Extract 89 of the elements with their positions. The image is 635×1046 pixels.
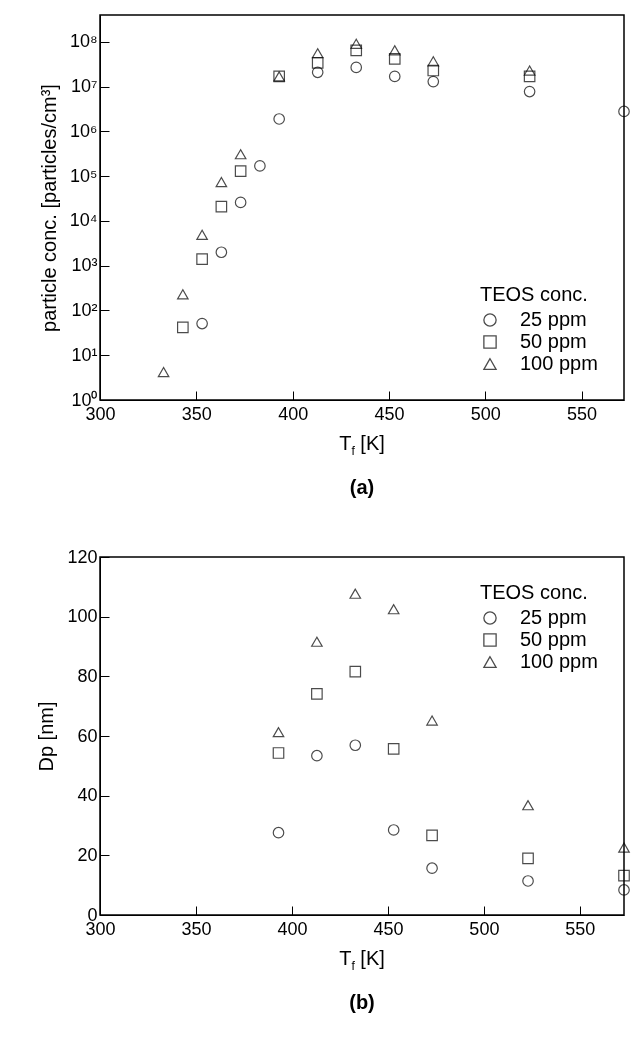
point	[311, 688, 323, 700]
y-tick-label: 10⁵	[70, 165, 98, 186]
point	[427, 75, 440, 88]
point	[215, 176, 228, 188]
y-axis-title: Dp [nm]	[35, 701, 58, 772]
y-tick-label: 40	[77, 785, 98, 806]
x-tick-label: 350	[181, 918, 212, 939]
point	[618, 869, 630, 882]
point	[426, 862, 438, 874]
point	[522, 875, 534, 887]
y-tick-label: 100	[67, 606, 98, 627]
point	[618, 884, 630, 896]
y-tick-label: 10¹	[71, 344, 98, 365]
point	[522, 852, 534, 865]
point	[215, 246, 228, 259]
point	[350, 61, 363, 74]
y-tick-label: 20	[77, 844, 98, 865]
point	[196, 317, 208, 330]
point	[523, 85, 536, 98]
point	[388, 70, 401, 83]
point	[350, 38, 363, 49]
y-tick-label: 10²	[71, 299, 98, 320]
point	[387, 742, 400, 755]
point	[426, 829, 438, 842]
x-tick-label: 500	[470, 403, 501, 424]
point	[350, 44, 363, 57]
point	[523, 70, 536, 83]
point	[522, 800, 534, 811]
y-tick-label: 10⁴	[69, 210, 98, 231]
point	[272, 726, 285, 738]
x-tick-label: 400	[278, 403, 309, 424]
point	[311, 636, 323, 647]
y-tick-label: 10⁷	[70, 76, 98, 97]
point	[427, 64, 440, 77]
point	[254, 160, 266, 172]
x-tick-label: 350	[181, 403, 212, 424]
point	[349, 665, 362, 678]
point	[234, 149, 247, 160]
point	[234, 165, 247, 177]
x-axis-title: T$_{f}$ [K]	[338, 432, 386, 458]
y-tick-label: 10⁸	[69, 31, 98, 52]
x-tick-label: 500	[469, 918, 500, 939]
point	[311, 57, 324, 69]
text: (b)	[348, 991, 376, 1014]
legend-label: 100 ppm	[520, 650, 598, 672]
point	[176, 289, 189, 300]
x-tick-label: 550	[567, 403, 598, 424]
y-tick-label: 10³	[71, 255, 98, 276]
point	[426, 715, 438, 726]
point	[388, 52, 401, 65]
point	[234, 196, 247, 209]
point	[176, 321, 189, 334]
point	[311, 66, 324, 79]
y-tick-label: 80	[77, 665, 98, 686]
legend-label: 50 ppm	[520, 628, 587, 650]
point	[215, 200, 228, 213]
legend-title: TEOS conc.	[480, 283, 588, 305]
point	[349, 588, 362, 599]
legend-label: 50 ppm	[520, 330, 587, 352]
y-axis-title: particle conc. [particles/cm³]	[37, 84, 60, 332]
point	[388, 45, 401, 56]
point	[427, 56, 440, 67]
x-axis-title: T$_{f}$ [K]	[338, 947, 386, 973]
y-tick-label: 10⁶	[70, 120, 98, 141]
point	[273, 113, 286, 125]
point	[311, 749, 323, 762]
legend-label: 25 ppm	[520, 308, 587, 330]
point	[523, 65, 536, 76]
point	[311, 48, 324, 59]
point	[618, 842, 630, 853]
text: (a)	[348, 476, 376, 499]
x-tick-label: 450	[374, 403, 405, 424]
x-tick-label: 400	[277, 918, 308, 939]
point	[349, 739, 362, 752]
x-tick-label: 550	[565, 918, 596, 939]
x-tick-label: 450	[373, 918, 404, 939]
legend-label: 100 ppm	[520, 352, 598, 374]
point	[618, 105, 630, 118]
point	[196, 253, 208, 266]
y-tick-label: 120	[67, 546, 98, 567]
point	[157, 366, 170, 378]
legend-label: 25 ppm	[520, 606, 587, 628]
point	[272, 747, 285, 759]
point	[387, 824, 400, 836]
y-tick-label: 60	[77, 725, 98, 746]
point	[387, 604, 400, 615]
point	[196, 229, 208, 240]
point	[272, 826, 285, 839]
legend-title: TEOS conc.	[480, 581, 588, 603]
